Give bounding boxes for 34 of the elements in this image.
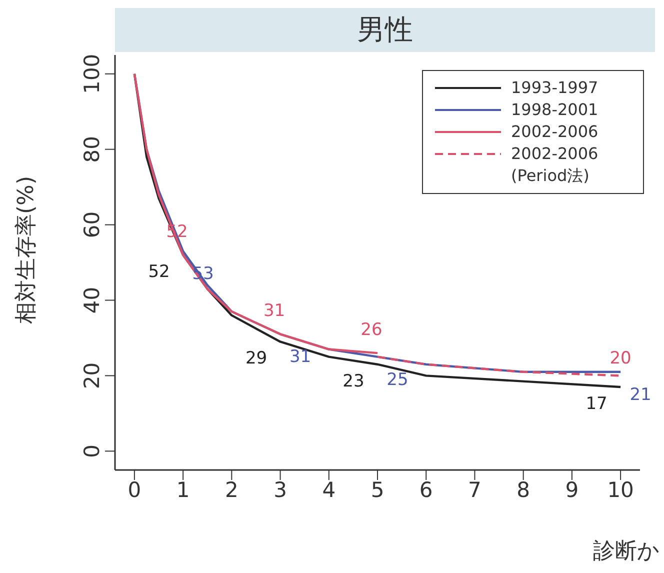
y-tick-label: 20 — [80, 362, 104, 390]
data-label: 20 — [610, 348, 632, 369]
y-tick-label: 80 — [80, 136, 104, 163]
x-tick-label: 8 — [516, 478, 530, 502]
legend-label: 1998-2001 — [511, 99, 600, 121]
x-tick-label: 0 — [128, 478, 142, 502]
y-axis-title: 相対生存率(%) — [13, 176, 40, 324]
y-tick-label: 100 — [80, 54, 104, 94]
y-tick-label: 60 — [80, 211, 104, 238]
x-tick-label: 5 — [370, 478, 384, 502]
legend-label: 2002-2006 — [511, 121, 600, 143]
data-label: 31 — [289, 347, 312, 368]
data-label: 31 — [263, 301, 286, 322]
chart-title: 男性 — [115, 8, 655, 52]
x-tick-label: 9 — [565, 478, 579, 502]
legend-label: 2002-2006 (Period法) — [511, 143, 600, 187]
data-label: 52 — [148, 262, 170, 282]
data-label: 26 — [360, 320, 382, 340]
x-tick-label: 2 — [224, 478, 238, 502]
x-tick-label: 3 — [274, 478, 287, 502]
x-tick-label: 4 — [322, 478, 336, 502]
data-label: 29 — [245, 348, 268, 369]
y-tick-label: 0 — [80, 444, 104, 458]
data-label: 25 — [386, 370, 408, 390]
x-tick-label: 1 — [176, 478, 190, 502]
x-axis-title: 診断か — [593, 538, 660, 566]
x-tick-label: 10 — [607, 478, 634, 502]
legend-label: 1993-1997 — [511, 77, 600, 99]
data-label: 21 — [630, 384, 652, 405]
data-label: 17 — [586, 394, 608, 414]
x-tick-label: 6 — [419, 478, 433, 502]
data-label: 23 — [342, 371, 364, 392]
y-tick-label: 40 — [80, 286, 104, 314]
x-tick-label: 7 — [468, 478, 482, 502]
